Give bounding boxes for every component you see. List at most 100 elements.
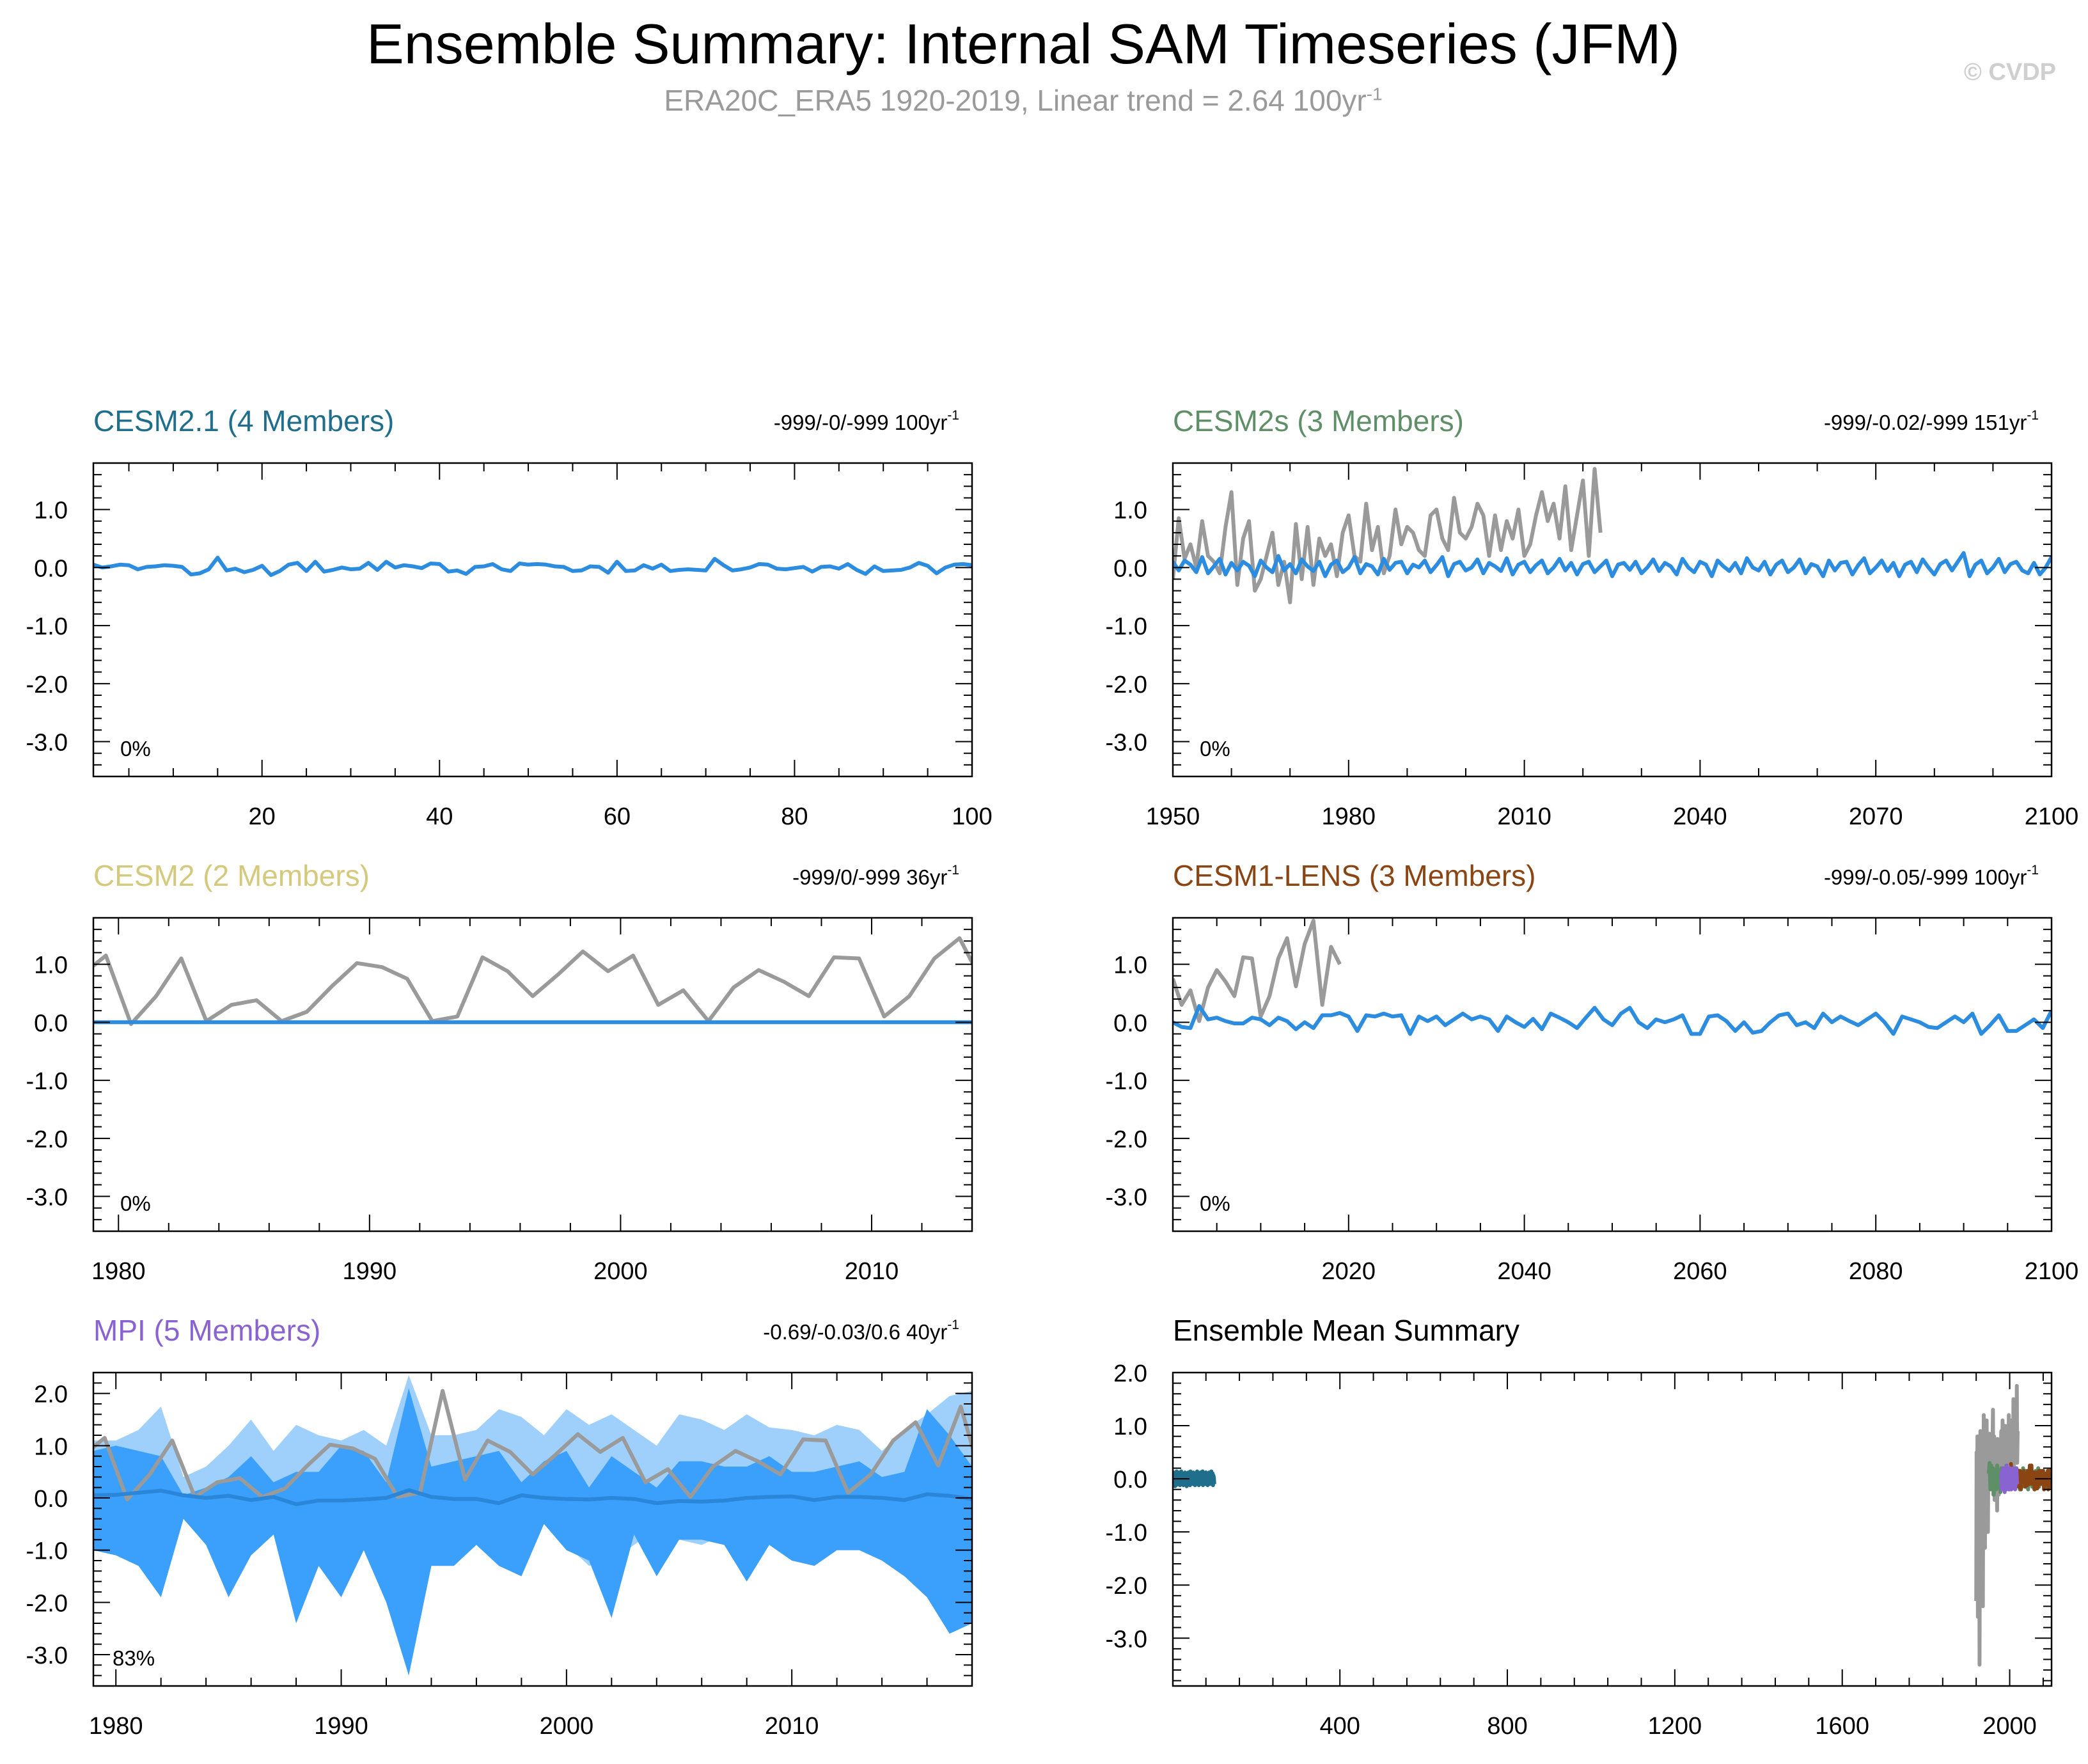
- x-tick-label: 100: [952, 803, 992, 830]
- x-tick-label: 40: [426, 803, 453, 830]
- series-cesm2-1: [1173, 1469, 1216, 1488]
- x-tick-label: 1950: [1146, 803, 1200, 830]
- plot-frame: [92, 462, 973, 778]
- x-tick-label: 2040: [1673, 803, 1727, 830]
- x-tick-label: 1980: [89, 1713, 143, 1740]
- series-observations: [1173, 918, 1342, 1023]
- y-tick-label: -3.0: [1106, 1626, 1147, 1653]
- percent-label: 0%: [120, 1192, 151, 1215]
- y-tick-label: -3.0: [26, 1185, 68, 1211]
- plot-frame: [1172, 1371, 2053, 1687]
- page-subtitle: ERA20C_ERA5 1920-2019, Linear trend = 2.…: [0, 83, 2046, 118]
- x-tick-label: 1990: [314, 1713, 368, 1740]
- y-tick-label: -1.0: [1106, 1068, 1147, 1095]
- subtitle-text: ERA20C_ERA5 1920-2019, Linear trend = 2.…: [664, 84, 1367, 117]
- x-tick-label: 2060: [1673, 1258, 1727, 1285]
- tick-marks: [1173, 1372, 2052, 1686]
- x-tick-label: 2000: [593, 1258, 648, 1285]
- y-tick-label: 0.0: [1113, 1010, 1147, 1037]
- y-tick-label: -3.0: [26, 730, 68, 757]
- plot-area-cesm21: [93, 555, 972, 578]
- y-tick-label: 1.0: [34, 952, 68, 979]
- panel-title: MPI (5 Members): [93, 1314, 320, 1347]
- tick-marks: [1172, 917, 2052, 1232]
- y-tick-label: 1.0: [34, 1433, 68, 1460]
- plot-area-summary: [1173, 1383, 2052, 1667]
- y-tick-label: 1.0: [34, 498, 68, 524]
- trend-label: -999/-0.05/-999 100yr-1: [1824, 863, 2039, 889]
- y-tick-label: 2.0: [1113, 1360, 1147, 1387]
- x-tick-label: 2100: [2025, 1258, 2079, 1285]
- x-tick-label: 400: [1319, 1713, 1360, 1740]
- x-tick-label: 2080: [1849, 1258, 1903, 1285]
- percent-label: 83%: [113, 1646, 155, 1670]
- panel-cesm2: 1.0 0.0 -1.0 -2.0 -3.0 1980 1990 2000 2010 CESM2 …: [26, 859, 973, 1285]
- plot-frame: [1172, 917, 2053, 1232]
- y-tick-label: -1.0: [26, 1068, 68, 1095]
- series-observations: [1173, 467, 1603, 604]
- y-tick-label: -2.0: [1106, 672, 1147, 698]
- series-ensemble-mean: [1173, 1004, 2052, 1036]
- y-tick-label: -3.0: [1106, 730, 1147, 757]
- x-tick-label: 2010: [845, 1258, 899, 1285]
- x-tick-label: 20: [249, 803, 276, 830]
- plot-area-cesm1: [1173, 918, 2052, 1036]
- y-tick-label: -1.0: [26, 613, 68, 640]
- subtitle-exponent: -1: [1366, 84, 1383, 104]
- x-tick-label: 800: [1487, 1713, 1527, 1740]
- x-tick-label: 1600: [1815, 1713, 1869, 1740]
- panel-cesm2s: 1.0 0.0 -1.0 -2.0 -3.0 1950 1980 2010 2040 2070 21…: [1106, 404, 2079, 830]
- copyright-watermark: © CVDP: [1963, 59, 2056, 86]
- x-tick-label: 2000: [540, 1713, 594, 1740]
- y-tick-label: -2.0: [26, 672, 68, 698]
- plot-area-cesm2: [93, 936, 972, 1027]
- y-tick-label: -2.0: [1106, 1126, 1147, 1153]
- tick-marks: [1172, 462, 2052, 777]
- tick-marks: [93, 462, 973, 777]
- x-tick-label: 2070: [1849, 803, 1903, 830]
- panel-title: CESM2.1 (4 Members): [93, 404, 394, 437]
- x-tick-label: 1980: [1322, 803, 1376, 830]
- y-tick-label: 0.0: [1113, 555, 1147, 582]
- trend-label: -999/-0/-999 100yr-1: [774, 408, 959, 434]
- trend-label: -999/-0.02/-999 151yr-1: [1824, 408, 2039, 434]
- y-tick-label: 0.0: [34, 1010, 68, 1037]
- y-tick-label: 0.0: [34, 555, 68, 582]
- y-tick-label: -1.0: [1106, 1520, 1147, 1547]
- series-era20c-era5: [1974, 1383, 2020, 1667]
- y-tick-label: -1.0: [1106, 613, 1147, 640]
- y-tick-label: 0.0: [1113, 1467, 1147, 1493]
- y-tick-label: -2.0: [26, 1126, 68, 1153]
- percent-label: 0%: [120, 737, 151, 760]
- y-tick-label: -2.0: [26, 1590, 68, 1617]
- y-tick-label: 1.0: [1113, 952, 1147, 979]
- y-tick-label: 1.0: [1113, 1414, 1147, 1440]
- x-tick-label: 80: [781, 803, 808, 830]
- plot-frame: [92, 917, 973, 1232]
- tick-marks: [93, 1372, 973, 1687]
- panel-title: Ensemble Mean Summary: [1173, 1314, 1519, 1347]
- x-tick-label: 2010: [1497, 803, 1551, 830]
- panel-title: CESM1-LENS (3 Members): [1173, 859, 1535, 892]
- x-tick-label: 60: [604, 803, 631, 830]
- page-title: Ensemble Summary: Internal SAM Timeserie…: [366, 12, 1680, 75]
- panel-cesm1: 1.0 0.0 -1.0 -2.0 -3.0 2020 2040 2060 2080 2100 CE…: [1106, 859, 2079, 1285]
- spread-inner-band: [93, 1388, 972, 1676]
- y-tick-label: -3.0: [26, 1642, 68, 1669]
- plot-area-mpi: [93, 1375, 972, 1676]
- y-tick-label: 0.0: [34, 1486, 68, 1513]
- trend-label: -999/0/-999 36yr-1: [792, 863, 959, 889]
- series-ensemble-mean: [1173, 551, 2052, 578]
- y-tick-label: -1.0: [26, 1538, 68, 1565]
- series-ensemble-mean: [93, 1488, 972, 1506]
- x-tick-label: 2100: [2025, 803, 2079, 830]
- y-tick-label: 2.0: [34, 1382, 68, 1408]
- x-tick-label: 2010: [765, 1713, 819, 1740]
- y-tick-label: -3.0: [1106, 1185, 1147, 1211]
- x-tick-label: 1980: [91, 1258, 146, 1285]
- tick-marks: [93, 917, 973, 1232]
- x-tick-label: 2040: [1497, 1258, 1551, 1285]
- x-tick-label: 2020: [1322, 1258, 1376, 1285]
- panel-mpi: 2.0 1.0 0.0 -1.0 -2.0 -3.0 1980 1990 2000 2010 MPI…: [26, 1314, 973, 1740]
